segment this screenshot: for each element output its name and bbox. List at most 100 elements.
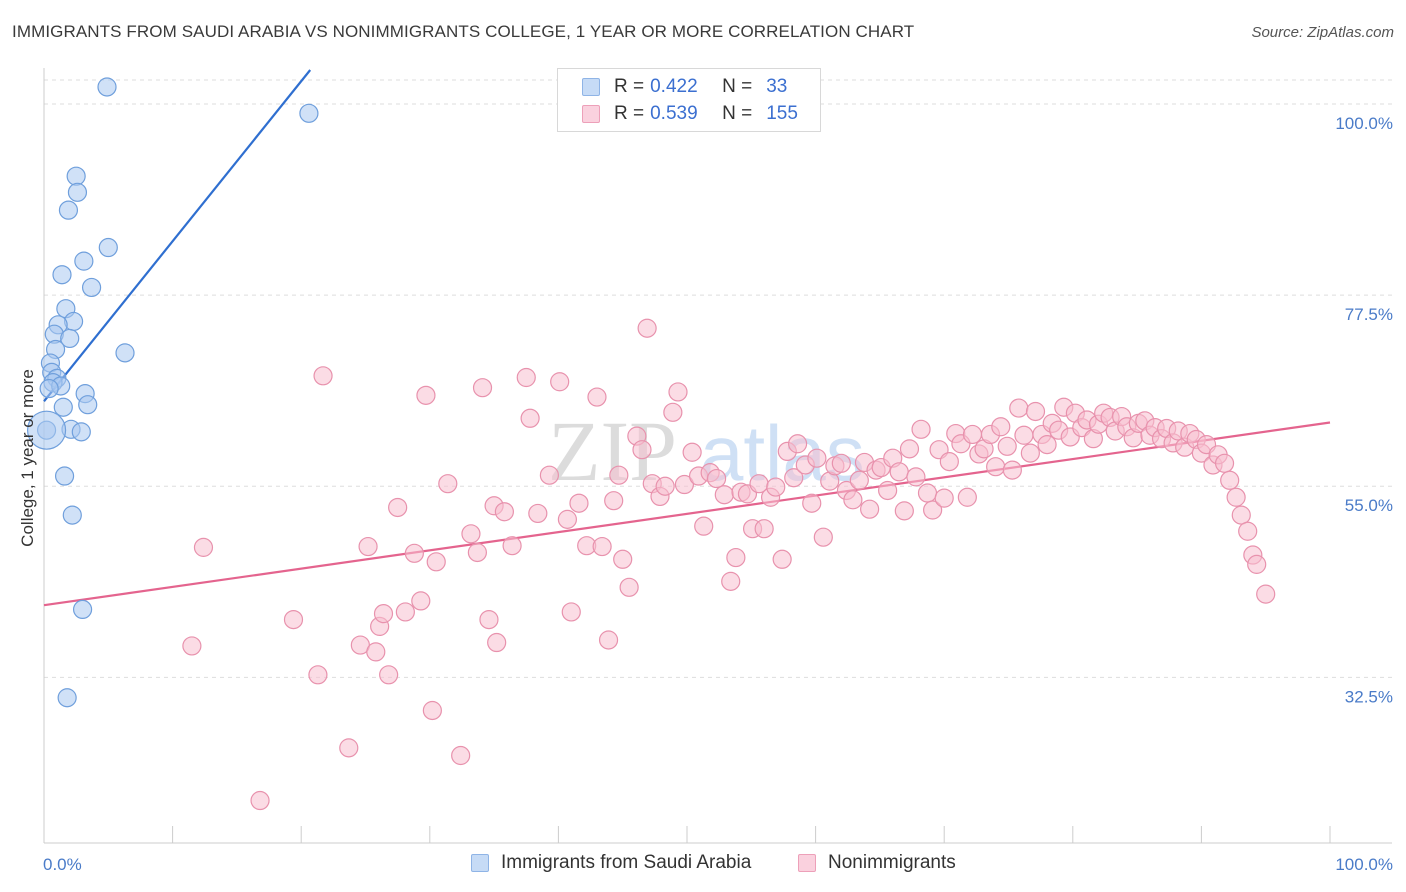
data-point bbox=[561, 602, 581, 622]
saudi-arabia-points bbox=[26, 77, 319, 708]
legend-r-value: 0.422 bbox=[650, 76, 698, 97]
data-point bbox=[71, 422, 91, 442]
data-point bbox=[787, 434, 808, 454]
y-axis-label: College, 1 year or more bbox=[18, 369, 37, 547]
y-tick-label: 55.0% bbox=[1345, 496, 1393, 515]
legend-n-label: N = bbox=[722, 76, 753, 97]
data-point bbox=[632, 440, 652, 460]
data-point bbox=[923, 500, 943, 520]
source-label: Source: ZipAtlas.com bbox=[1251, 24, 1394, 41]
data-point bbox=[308, 665, 328, 685]
data-point bbox=[98, 237, 118, 258]
x-tick-label: 0.0% bbox=[43, 855, 82, 874]
data-point bbox=[283, 609, 304, 630]
data-point bbox=[1256, 584, 1276, 604]
data-point bbox=[115, 343, 135, 363]
data-point bbox=[714, 485, 734, 505]
legend-n-label: N = bbox=[722, 103, 753, 124]
series-legend: Immigrants from Saudi Arabia Nonimmigran… bbox=[0, 852, 1406, 878]
data-point bbox=[366, 642, 386, 662]
data-point bbox=[502, 536, 522, 556]
data-point bbox=[889, 462, 909, 482]
data-point bbox=[339, 738, 359, 758]
data-point bbox=[906, 467, 926, 487]
data-point bbox=[193, 537, 214, 557]
nonimmigrants-trend-line bbox=[43, 421, 1331, 607]
data-point bbox=[917, 483, 938, 503]
data-point bbox=[754, 519, 774, 539]
data-point bbox=[706, 468, 727, 489]
data-point bbox=[1002, 460, 1022, 480]
data-point bbox=[772, 549, 792, 569]
data-point bbox=[726, 547, 746, 568]
data-point bbox=[663, 402, 683, 422]
data-point bbox=[721, 571, 741, 591]
tick-labels: 100.0% 77.5% 55.0% 32.5% 0.0% 100.0% bbox=[43, 114, 1393, 874]
data-point bbox=[250, 790, 270, 811]
data-point bbox=[598, 630, 619, 650]
data-point bbox=[784, 468, 804, 488]
series-legend-saudi: Immigrants from Saudi Arabia bbox=[471, 852, 751, 874]
data-point bbox=[1020, 443, 1040, 463]
data-point bbox=[1231, 505, 1251, 525]
data-point bbox=[487, 632, 507, 653]
data-point bbox=[438, 474, 458, 494]
data-point bbox=[411, 591, 431, 611]
data-point bbox=[557, 509, 578, 529]
data-point bbox=[604, 491, 624, 511]
data-point bbox=[66, 166, 86, 186]
data-point bbox=[587, 387, 607, 407]
data-point bbox=[72, 599, 93, 620]
data-point bbox=[986, 457, 1006, 477]
data-point bbox=[609, 465, 629, 485]
series-legend-nonimmigrants: Nonimmigrants bbox=[798, 852, 956, 874]
data-point bbox=[899, 439, 920, 459]
data-point bbox=[494, 502, 514, 522]
data-point bbox=[802, 493, 822, 513]
data-point bbox=[957, 487, 977, 507]
data-point bbox=[388, 497, 408, 518]
legend-swatch-pink bbox=[582, 105, 600, 123]
data-point bbox=[655, 476, 675, 496]
series-legend-label: Immigrants from Saudi Arabia bbox=[501, 852, 752, 873]
data-point bbox=[78, 395, 98, 415]
data-point bbox=[1014, 425, 1034, 445]
data-point bbox=[379, 665, 399, 685]
nonimmigrants-points bbox=[182, 318, 1276, 811]
data-point bbox=[613, 549, 633, 569]
data-point bbox=[1220, 470, 1240, 490]
y-tick-label: 100.0% bbox=[1335, 114, 1393, 133]
data-point bbox=[1238, 521, 1258, 541]
data-point bbox=[299, 103, 319, 123]
data-point bbox=[404, 543, 424, 563]
data-point bbox=[1009, 398, 1029, 418]
data-point bbox=[516, 367, 536, 388]
legend-swatch-blue bbox=[582, 78, 600, 96]
data-point bbox=[58, 200, 79, 220]
legend-row-nonimmigrants: R = 0.539 N = 155 bbox=[582, 102, 798, 126]
data-point bbox=[422, 700, 442, 721]
saudi-trend-line bbox=[43, 69, 312, 402]
data-point bbox=[1037, 435, 1057, 455]
data-point bbox=[81, 277, 102, 298]
data-point bbox=[849, 470, 869, 490]
data-point bbox=[550, 372, 570, 392]
legend-n-value: 155 bbox=[766, 103, 798, 124]
x-tick-label: 100.0% bbox=[1335, 855, 1393, 874]
data-point bbox=[1025, 401, 1046, 422]
data-point bbox=[939, 451, 959, 472]
data-point bbox=[668, 382, 688, 402]
data-point bbox=[182, 636, 202, 656]
data-point bbox=[520, 408, 540, 428]
data-point bbox=[878, 480, 898, 501]
data-point bbox=[539, 465, 559, 485]
y-tick-label: 32.5% bbox=[1345, 687, 1393, 706]
data-point bbox=[62, 505, 82, 525]
data-point bbox=[39, 378, 59, 399]
data-point bbox=[395, 602, 415, 622]
data-point bbox=[592, 536, 612, 557]
data-point bbox=[74, 251, 94, 271]
data-point bbox=[807, 448, 827, 468]
data-point bbox=[426, 552, 446, 572]
